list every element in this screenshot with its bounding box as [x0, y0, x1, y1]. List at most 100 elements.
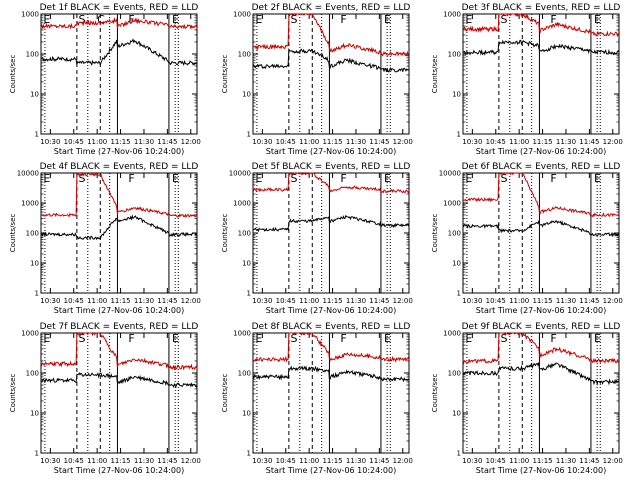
- lld-series-line: [462, 12, 620, 38]
- x-tick-label: 11:00: [87, 138, 107, 146]
- events-series-line: [252, 214, 410, 233]
- x-tick-label: 11:00: [509, 138, 529, 146]
- x-axis-label: Start Time (27-Nov-06 10:24:00): [54, 147, 184, 156]
- x-tick-label: 10:30: [252, 138, 272, 146]
- y-tick-label: 100: [238, 230, 251, 238]
- lld-series-line: [252, 332, 410, 363]
- marker-letter: S: [78, 332, 85, 345]
- x-tick-label: 11:15: [322, 138, 342, 146]
- x-tick-label: 10:30: [462, 457, 482, 465]
- x-tick-label: 12:00: [393, 297, 413, 305]
- y-tick-label: 1: [35, 131, 39, 139]
- panel-3: Det 3f BLACK = Events, RED = LLD 1 10 100 10…: [431, 3, 623, 156]
- lld-series-line: [40, 171, 198, 218]
- y-tick-label: 1: [247, 450, 251, 458]
- panel-title: Det 3f BLACK = Events, RED = LLD: [462, 3, 621, 13]
- lld-series-line: [462, 332, 620, 365]
- y-tick-label: 10: [30, 91, 39, 99]
- lld-series-line: [40, 331, 198, 371]
- y-tick-label: 100: [448, 51, 461, 59]
- events-series-line: [40, 372, 198, 389]
- x-tick-label: 12:00: [603, 457, 623, 465]
- plot-frame: [40, 13, 198, 135]
- marker-letter: F: [340, 172, 346, 185]
- x-tick-label: 10:30: [40, 297, 60, 305]
- x-tick-label: 11:30: [346, 297, 366, 305]
- x-tick-label: 11:30: [134, 297, 154, 305]
- x-tick-label: 11:45: [579, 457, 599, 465]
- panel-9: Det 9f BLACK = Events, RED = LLD 1 10 100 10…: [431, 322, 623, 475]
- y-axis-label: Counts/sec: [431, 55, 439, 94]
- x-tick-label: 11:15: [532, 297, 552, 305]
- y-tick-label: 10000: [17, 170, 39, 178]
- marker-letter: E: [255, 13, 262, 26]
- x-tick-label: 10:30: [462, 138, 482, 146]
- x-tick-label: 11:45: [369, 457, 389, 465]
- x-tick-label: 11:15: [110, 457, 130, 465]
- x-tick-label: 11:45: [157, 457, 177, 465]
- x-tick-label: 12:00: [393, 457, 413, 465]
- y-tick-label: 10000: [439, 170, 461, 178]
- marker-letter: F: [340, 13, 346, 26]
- marker-letter: E: [465, 172, 472, 185]
- x-tick-label: 11:30: [134, 457, 154, 465]
- y-axis-label: Counts/sec: [431, 374, 439, 413]
- x-tick-label: 10:30: [40, 138, 60, 146]
- events-series-line: [252, 365, 410, 383]
- y-axis-label: Counts/sec: [9, 374, 17, 413]
- x-tick-label: 11:30: [346, 457, 366, 465]
- marker-letter: E: [594, 13, 601, 26]
- x-tick-label: 11:15: [322, 297, 342, 305]
- y-tick-label: 10: [452, 260, 461, 268]
- events-series-line: [40, 214, 198, 241]
- x-tick-label: 11:15: [110, 297, 130, 305]
- y-tick-label: 1: [247, 290, 251, 298]
- x-axis-label: Start Time (27-Nov-06 10:24:00): [266, 466, 396, 475]
- marker-letter: F: [550, 172, 556, 185]
- x-tick-label: 11:30: [346, 138, 366, 146]
- x-tick-label: 12:00: [181, 297, 201, 305]
- x-tick-label: 11:45: [157, 138, 177, 146]
- y-tick-label: 10: [30, 260, 39, 268]
- panel-title: Det 7f BLACK = Events, RED = LLD: [40, 322, 199, 332]
- y-tick-label: 1: [35, 290, 39, 298]
- marker-letter: E: [465, 13, 472, 26]
- x-tick-label: 10:30: [252, 457, 272, 465]
- marker-letter: S: [500, 332, 507, 345]
- y-axis-label: Counts/sec: [431, 214, 439, 253]
- marker-letter: S: [290, 172, 297, 185]
- x-axis-label: Start Time (27-Nov-06 10:24:00): [476, 306, 606, 315]
- panel-6: Det 6f BLACK = Events, RED = LLD 1 10 100 10…: [431, 162, 623, 315]
- x-tick-label: 10:45: [64, 457, 84, 465]
- y-tick-label: 100: [26, 230, 39, 238]
- panel-8: Det 8f BLACK = Events, RED = LLD 1 10 100 10…: [221, 322, 413, 475]
- events-series-line: [252, 47, 410, 73]
- y-axis-label: Counts/sec: [221, 374, 229, 413]
- y-tick-label: 100: [26, 370, 39, 378]
- marker-letter: E: [384, 332, 391, 345]
- x-tick-label: 10:45: [276, 457, 296, 465]
- x-tick-label: 11:00: [509, 457, 529, 465]
- y-tick-label: 1: [457, 131, 461, 139]
- x-tick-label: 11:15: [322, 457, 342, 465]
- marker-letter: F: [340, 332, 346, 345]
- x-tick-label: 10:45: [64, 297, 84, 305]
- x-tick-label: 11:00: [87, 297, 107, 305]
- x-tick-label: 12:00: [603, 138, 623, 146]
- x-tick-label: 10:30: [252, 297, 272, 305]
- y-tick-label: 10: [242, 260, 251, 268]
- y-tick-label: 10: [242, 91, 251, 99]
- y-tick-label: 1000: [443, 200, 461, 208]
- x-tick-label: 12:00: [181, 457, 201, 465]
- y-tick-label: 1000: [21, 11, 39, 19]
- x-tick-label: 11:30: [556, 297, 576, 305]
- panel-1: Det 1f BLACK = Events, RED = LLD 1 10 100 10…: [9, 3, 201, 156]
- lld-series-line: [40, 16, 198, 30]
- plot-frame: [40, 332, 198, 454]
- marker-letter: E: [172, 13, 179, 26]
- y-tick-label: 1000: [443, 11, 461, 19]
- marker-letter: C: [97, 13, 105, 26]
- x-tick-label: 11:15: [532, 457, 552, 465]
- y-axis-label: Counts/sec: [9, 55, 17, 94]
- y-tick-label: 1000: [233, 11, 251, 19]
